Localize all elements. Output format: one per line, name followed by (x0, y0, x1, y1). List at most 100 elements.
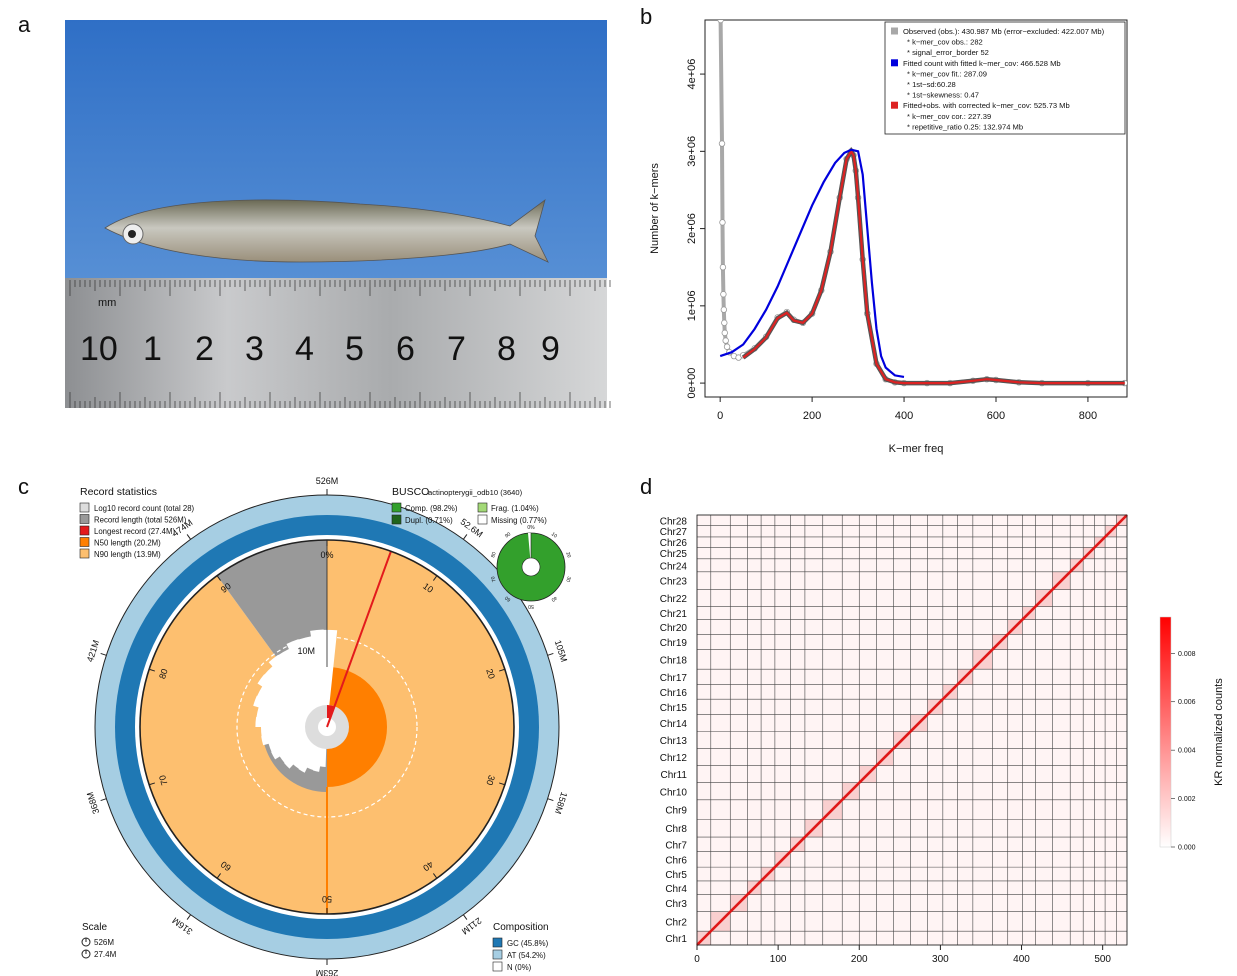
legend-label: Fitted+obs. with corrected k−mer_cov: 52… (903, 101, 1070, 110)
data-point (717, 20, 724, 24)
legend-label: Dupl. (0.71%) (405, 516, 453, 525)
x-tick-label: 200 (803, 410, 821, 422)
busco-tick-label: 90 (504, 531, 512, 539)
angle-tick (498, 668, 506, 672)
y-tick-label: Chr8 (665, 824, 687, 835)
longest-line (326, 550, 392, 728)
heatmap-frame (696, 514, 1128, 946)
legend-note: * k−mer_cov obs.: 282 (907, 38, 983, 47)
angle-tick (148, 668, 156, 672)
data-point (719, 264, 727, 271)
legend-label: Longest record (27.4M) (94, 527, 175, 536)
busco-tick-label: 30 (564, 575, 571, 582)
radius-label: 10M (297, 646, 315, 656)
ruler-number: 10 (80, 330, 118, 368)
y-tick-label: Chr27 (660, 527, 688, 538)
legend-swatch (79, 502, 90, 513)
x-tick-label: 400 (1013, 954, 1030, 965)
angle-tick (498, 782, 506, 786)
colorbar-tick-label: 0.000 (1178, 845, 1196, 852)
series-line (719, 148, 905, 378)
plot-frame (704, 19, 1128, 398)
diagonal-signal (696, 514, 1128, 946)
legend-swatch (477, 514, 488, 525)
legend-note: * k−mer_cov cor.: 227.39 (907, 112, 991, 121)
colorbar (1159, 616, 1172, 848)
angle-tick-label: 60 (219, 859, 233, 873)
angle-tick-label: 0% (320, 550, 333, 560)
length-tick-label: 421M (85, 639, 101, 664)
composition-title: Composition (493, 922, 549, 933)
legend-swatch (492, 961, 503, 972)
y-tick-label: Chr5 (665, 870, 687, 881)
angle-tick-label: 90 (219, 581, 233, 595)
busco-tick-label: 0% (527, 525, 535, 531)
angle-tick (148, 782, 156, 786)
series-line (742, 149, 1125, 385)
y-tick-label: Chr26 (660, 538, 688, 549)
colorbar-title: KR normalized counts (1213, 678, 1225, 786)
length-tick-label: 105M (553, 639, 569, 664)
busco-tick-label: 20 (564, 551, 571, 558)
angle-tick-label: 70 (157, 774, 170, 787)
x-tick-label: 100 (770, 954, 787, 965)
fish (104, 198, 549, 263)
busco-title: BUSCO (392, 486, 429, 498)
legend-label: N50 length (20.2M) (94, 539, 161, 548)
x-tick-label: 800 (1079, 410, 1097, 422)
length-tick (462, 534, 468, 540)
y-tick-label: Chr18 (660, 655, 688, 666)
legend-swatch (492, 937, 503, 948)
legend-swatch (79, 537, 90, 547)
length-tick-label: 368M (85, 791, 101, 816)
y-tick-label: Chr10 (660, 787, 688, 798)
y-tick-label: Chr13 (660, 736, 688, 747)
data-point (718, 140, 726, 147)
y-tick-label: Chr22 (660, 594, 688, 605)
legend-label: Observed (obs.): 430.987 Mb (error−exclu… (903, 27, 1105, 36)
angle-tick (432, 873, 438, 879)
y-tick-label: Chr28 (660, 516, 688, 527)
ruler-number: 3 (245, 330, 264, 368)
legend-swatch (391, 514, 402, 525)
y-tick-label: Chr9 (665, 806, 687, 817)
legend-label: N (0%) (507, 963, 532, 972)
y-tick-label: Chr11 (661, 770, 688, 781)
busco-tick-label: 80 (490, 551, 497, 558)
busco-tick-label: 40 (550, 594, 558, 602)
length-tick (547, 798, 554, 802)
y-tick-label: Chr25 (660, 549, 688, 560)
y-tick-label: Chr6 (665, 855, 687, 866)
y-tick-label: Chr23 (660, 577, 688, 588)
length-tick (100, 652, 107, 656)
x-tick-label: 400 (895, 410, 913, 422)
length-tick-label: 316M (170, 915, 194, 936)
ruler-unit: mm (98, 297, 116, 309)
fish-pupil (128, 230, 136, 238)
series-outline (741, 146, 1125, 386)
angle-tick-label: 10 (421, 581, 435, 595)
ruler-number: 8 (497, 330, 516, 368)
length-tick-label: 158M (553, 791, 569, 816)
legend-swatch (891, 27, 898, 35)
busco-tick-label: 10 (550, 531, 558, 539)
length-tick-label: 526M (316, 476, 339, 486)
x-tick-label: 0 (717, 410, 723, 422)
legend-swatch (891, 59, 898, 67)
y-tick-label: Chr3 (665, 899, 687, 910)
angle-tick-label: 20 (484, 668, 497, 681)
length-tick (547, 652, 554, 656)
data-point (723, 343, 731, 350)
legend-swatch (477, 502, 488, 513)
length-tick-label: 263M (316, 968, 339, 976)
legend-swatch (79, 548, 90, 559)
y-tick-label: 0e+00 (686, 368, 698, 399)
busco-tick-label: 70 (490, 575, 497, 582)
length-tick (100, 798, 107, 802)
data-point (722, 337, 729, 344)
y-tick-label: Chr17 (660, 673, 688, 684)
y-tick-label: 2e+06 (686, 213, 698, 244)
plot-area (717, 20, 1127, 387)
